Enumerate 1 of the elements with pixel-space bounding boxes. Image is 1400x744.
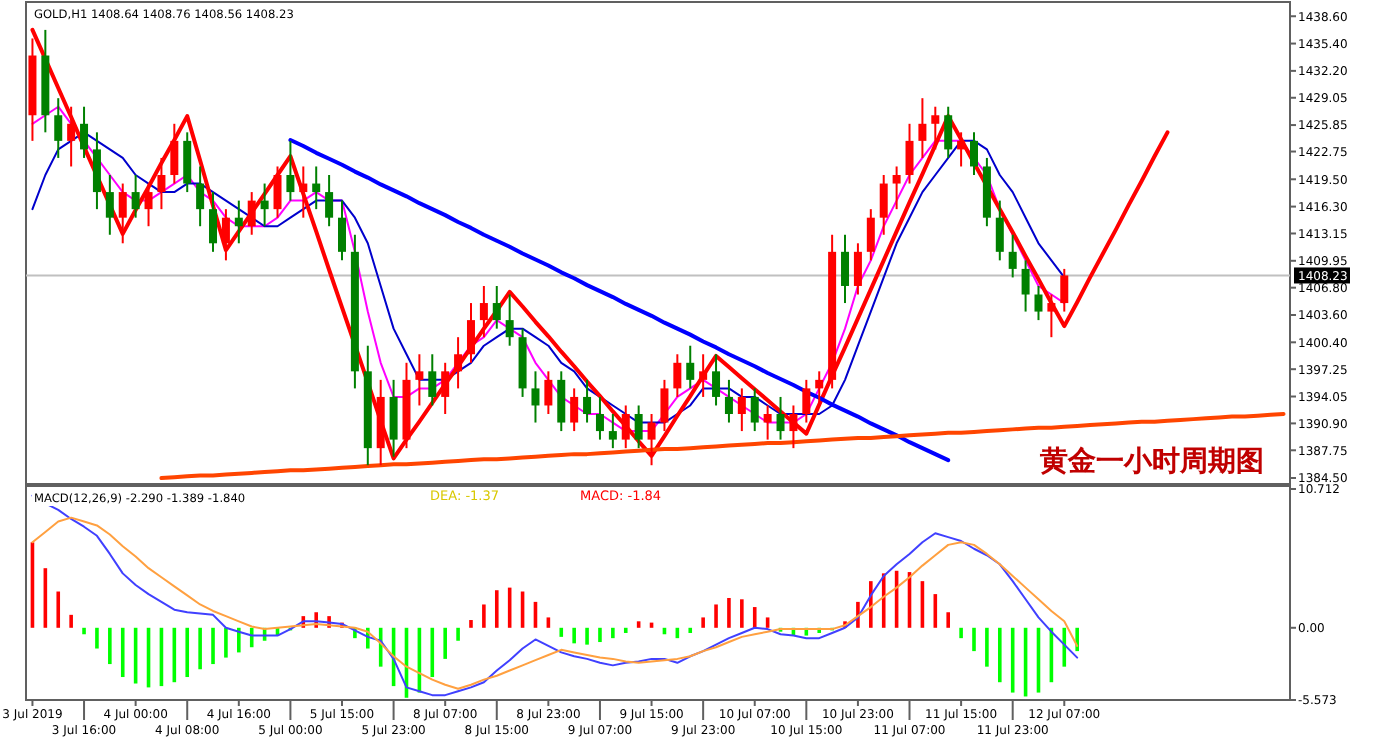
annotation: 黄金一小时周期图 [1038, 446, 1264, 478]
